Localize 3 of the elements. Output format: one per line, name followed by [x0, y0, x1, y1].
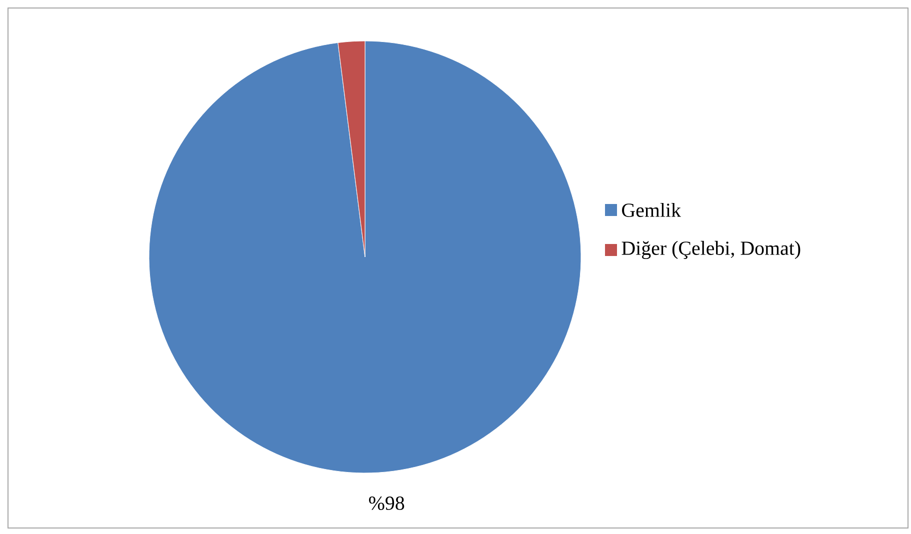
data-label: %98: [369, 496, 404, 510]
legend-label: Gemlik: [622, 202, 681, 217]
legend-label: Diğer (Çelebi, Domat): [622, 240, 800, 260]
